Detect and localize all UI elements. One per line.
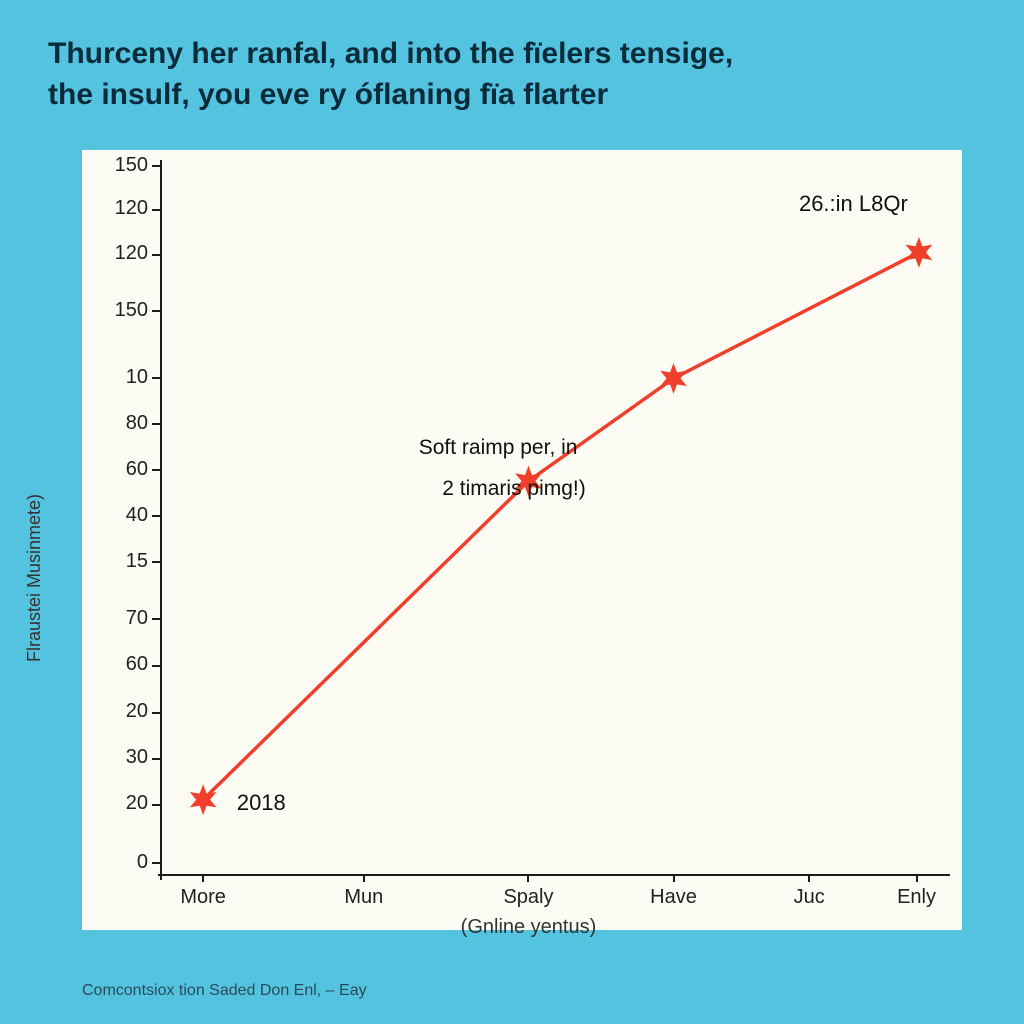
series-line (203, 252, 919, 799)
y-axis-title: Flraustei Musinmete) (24, 494, 45, 662)
chart-annotation: 2018 (237, 790, 286, 816)
chart-annotation: 2 timaris pimg!) (442, 477, 586, 501)
chart-footer: Comcontsiox tion Saded Don Enl, – Eay (82, 982, 367, 1000)
chart-annotation: 26.:in L8Qr (799, 191, 908, 217)
series-marker (661, 364, 685, 392)
chart-title: Thurceny her ranfal, and into the fïeler… (48, 34, 976, 115)
chart-svg (82, 150, 962, 930)
page: Thurceny her ranfal, and into the fïeler… (0, 0, 1024, 1024)
chart-plot-area: 150120120150108060401570602030200MoreMun… (82, 150, 962, 930)
series-marker (907, 238, 931, 266)
chart-annotation: Soft raimp per, in (419, 436, 578, 460)
title-line-2: the insulf, you eve ry óflaning fïa flar… (48, 78, 608, 111)
title-line-1: Thurceny her ranfal, and into the fïeler… (48, 37, 733, 70)
